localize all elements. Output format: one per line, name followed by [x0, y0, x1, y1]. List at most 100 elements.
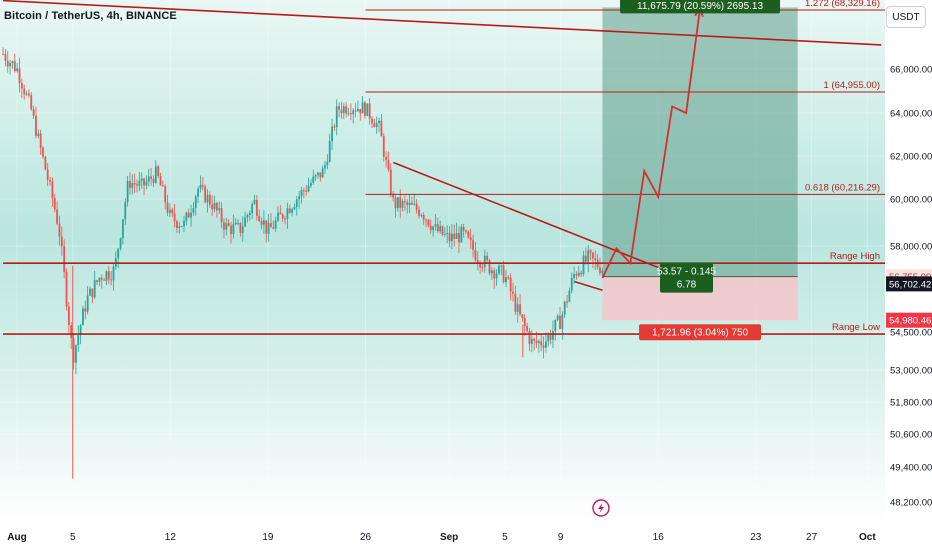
candle-body: [23, 88, 26, 95]
candle-body: [366, 103, 369, 116]
candle-body: [91, 288, 94, 298]
candle-body: [549, 335, 552, 340]
loss-label: 1,721.96 (3.04%) 750: [639, 324, 762, 341]
candle-body: [100, 277, 103, 280]
candle-body: [244, 217, 247, 227]
candle-body: [556, 315, 559, 320]
candle-body: [206, 194, 209, 203]
candle-body: [418, 209, 420, 216]
candle-body: [216, 202, 218, 211]
symbol-title: Bitcoin / TetherUS, 4h, BINANCE: [4, 10, 177, 22]
candle-body: [28, 93, 30, 96]
candle-body: [328, 141, 331, 162]
candle-body: [528, 331, 531, 344]
candle-body: [314, 175, 317, 177]
candle-body: [98, 277, 101, 282]
candle-body: [317, 172, 319, 176]
candle-body: [333, 126, 336, 128]
candle-body: [208, 194, 211, 205]
candle-body: [324, 165, 326, 169]
candle-body: [171, 209, 174, 214]
candle-body: [448, 232, 451, 242]
drawings[interactable]: [3, 0, 885, 335]
candle-body: [119, 238, 122, 249]
time-axis-panel[interactable]: [0, 522, 885, 550]
candle-body: [42, 147, 44, 157]
lightning-icon[interactable]: [592, 499, 610, 517]
candle-body: [194, 196, 197, 208]
candle-body: [49, 179, 51, 182]
x-tick-label: 12: [165, 532, 177, 543]
y-tick-label: 48,200.00: [890, 498, 932, 509]
candle-body: [476, 260, 479, 263]
candle-body: [126, 181, 129, 203]
candle-body: [227, 223, 230, 226]
profit-label-text: 11,675.79 (20.59%) 2695.13: [637, 1, 763, 12]
candle-body: [540, 341, 543, 346]
candle-body: [86, 295, 89, 312]
candle-body: [427, 219, 430, 226]
candle-body: [211, 204, 214, 210]
candle-body: [192, 207, 195, 213]
candle-body: [592, 252, 594, 259]
candle-body: [18, 68, 21, 84]
x-tick-label: 26: [360, 532, 372, 543]
candle-body: [547, 335, 550, 342]
candle-body: [319, 172, 322, 178]
candle-body: [561, 314, 564, 329]
candle-body: [225, 223, 228, 230]
candle-body: [584, 255, 587, 262]
candle-body: [112, 266, 115, 281]
candle-body: [154, 166, 157, 183]
candle-body: [173, 213, 176, 222]
candle-body: [483, 255, 486, 268]
candle-body: [270, 222, 272, 228]
price-badge-text: 54,980.46: [889, 316, 931, 327]
candle-body: [305, 190, 308, 192]
y-tick-label: 51,800.00: [890, 398, 932, 409]
candle-body: [293, 206, 296, 210]
candle-body: [559, 315, 561, 329]
fib-0618-label: 0.618 (60,216.29): [805, 182, 880, 193]
candle-body: [521, 314, 524, 318]
candle-body: [382, 136, 385, 157]
candle-body: [335, 106, 338, 128]
candle-body: [575, 273, 578, 276]
candle-body: [122, 219, 124, 239]
candle-body: [147, 176, 150, 182]
currency-button[interactable]: USDT: [886, 6, 926, 28]
y-tick-label: 62,000.00: [890, 152, 932, 163]
candle-body: [44, 156, 47, 170]
candle-body: [295, 199, 298, 207]
x-tick-label: Oct: [859, 532, 876, 543]
candle-body: [218, 208, 221, 211]
candle-body: [16, 68, 19, 72]
candle-body: [385, 156, 388, 161]
candle-body: [566, 301, 568, 303]
candle-body: [420, 215, 423, 217]
candle-body: [143, 178, 145, 186]
candle-body: [298, 195, 301, 200]
x-tick-label: 16: [653, 532, 665, 543]
candle-body: [178, 226, 181, 228]
candle-body: [37, 133, 40, 136]
candle-body: [234, 222, 237, 225]
price-badge-bg: [886, 276, 932, 292]
range-high-label: Range High: [830, 251, 880, 262]
candle-body: [378, 120, 380, 124]
candle-body: [246, 215, 249, 218]
candle-body: [60, 236, 63, 247]
candle-body: [364, 102, 366, 116]
ratio-label-bg: [660, 262, 713, 293]
candle-body: [232, 224, 235, 234]
candle-body: [338, 106, 341, 110]
candle-body: [580, 272, 583, 275]
candle-body: [326, 161, 329, 166]
candle-body: [446, 232, 449, 234]
candle-body: [601, 270, 604, 274]
candle-body: [183, 220, 185, 227]
candle-body: [498, 265, 500, 274]
short-downtrend-trendline: [393, 161, 673, 274]
